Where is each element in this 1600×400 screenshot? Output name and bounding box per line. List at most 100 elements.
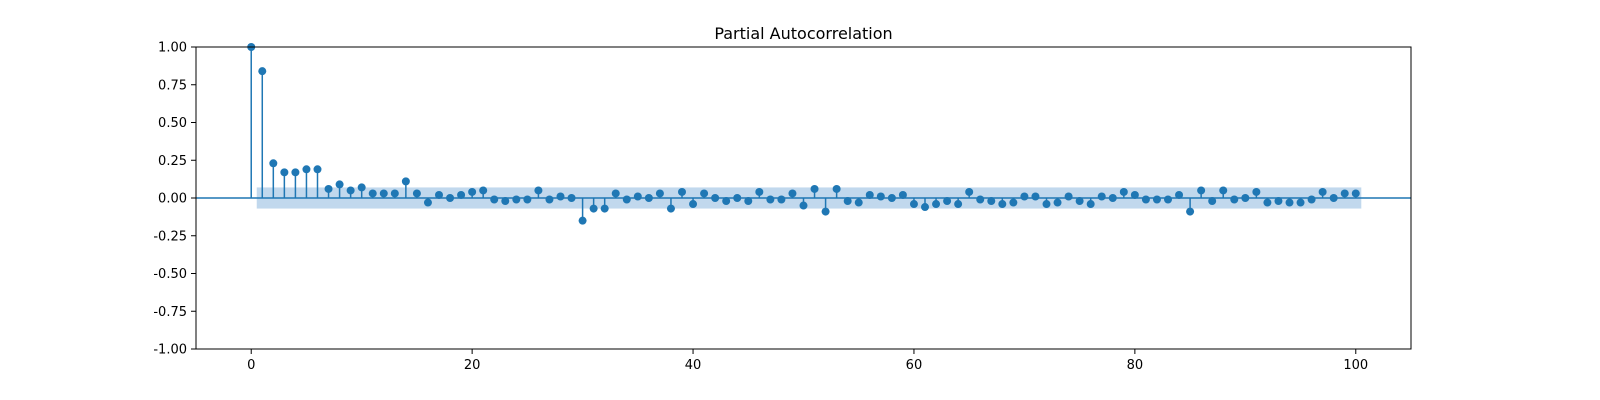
stem-marker: [1252, 187, 1261, 196]
stem-marker: [313, 165, 322, 174]
stem-marker: [843, 197, 852, 206]
chart-title: Partial Autocorrelation: [714, 24, 892, 43]
stem-marker: [711, 194, 720, 202]
stem-marker: [412, 189, 421, 198]
x-tick-label: 0: [247, 358, 255, 373]
stem-marker: [766, 195, 775, 204]
stem-marker: [1274, 197, 1283, 206]
stem-marker: [1318, 187, 1327, 196]
stem-marker: [644, 194, 653, 202]
stem-marker: [943, 197, 952, 206]
y-tick-label: 1.00: [158, 41, 187, 56]
stem-marker: [799, 201, 808, 210]
stem-marker: [269, 159, 278, 168]
stem-marker: [1230, 195, 1239, 204]
stem-marker: [821, 207, 830, 216]
stem-marker: [1053, 198, 1062, 207]
y-tick-label: -0.25: [153, 229, 187, 244]
stem-marker: [1075, 197, 1084, 206]
stem-marker: [810, 184, 819, 193]
stem-marker: [523, 195, 532, 204]
stem-marker: [589, 204, 598, 213]
stem-marker: [578, 216, 587, 225]
stem-marker: [368, 189, 377, 198]
stem-marker: [1329, 194, 1338, 202]
stem-marker: [390, 189, 399, 198]
stem-marker: [733, 194, 742, 202]
stem-marker: [335, 180, 344, 189]
stem-marker: [1097, 192, 1106, 201]
stem-marker: [1175, 190, 1184, 199]
stem-marker: [987, 197, 996, 206]
stem-marker: [435, 190, 443, 199]
stem-marker: [865, 190, 874, 199]
stem-marker: [898, 190, 907, 199]
stem-marker: [1042, 200, 1051, 209]
stem-marker: [1086, 200, 1095, 209]
stem-marker: [611, 189, 620, 198]
stem-marker: [909, 200, 918, 209]
stem-marker: [324, 184, 333, 193]
stem-marker: [1009, 198, 1018, 207]
stem-marker: [1197, 186, 1206, 195]
stem-marker: [534, 186, 543, 195]
stem-marker: [655, 189, 664, 198]
stem-marker: [666, 204, 675, 213]
axes-layer: 0 20 40 60 80 100 -1.00 -0.75 -0.50 -0.25 0.00 0.25…: [153, 41, 1412, 373]
stem-marker: [678, 187, 686, 196]
stem-marker: [1208, 197, 1217, 206]
stem-marker: [1263, 198, 1272, 207]
stem-marker: [722, 197, 731, 206]
stem-marker: [700, 189, 709, 198]
stem-marker: [556, 192, 565, 201]
stem-marker: [998, 200, 1007, 209]
stem-marker: [479, 186, 488, 195]
y-tick-label: 0.50: [158, 116, 187, 131]
stem-marker: [1285, 198, 1294, 207]
stem-marker: [1031, 192, 1040, 201]
stem-marker: [854, 198, 863, 207]
stem-marker: [777, 195, 786, 204]
stem-marker: [512, 195, 521, 204]
stem-marker: [887, 194, 896, 202]
stem-marker: [1108, 194, 1117, 202]
stem-marker: [1130, 190, 1139, 199]
stem-marker: [954, 200, 963, 209]
stem-marker: [423, 198, 432, 207]
stem-marker: [567, 194, 576, 202]
stem-marker: [976, 195, 985, 204]
y-tick-label: -1.00: [153, 343, 187, 358]
stem-marker: [744, 197, 753, 206]
stem-marker: [357, 183, 366, 192]
stem-marker: [1296, 198, 1305, 207]
stem-marker: [1340, 189, 1349, 198]
stem-marker: [622, 195, 631, 204]
stem-marker: [965, 187, 974, 196]
stem-marker: [401, 177, 410, 186]
stem-marker: [1219, 186, 1228, 195]
stem-marker: [468, 187, 477, 196]
stem-marker: [921, 203, 929, 212]
stem-marker: [291, 168, 300, 177]
stem-marker: [501, 197, 510, 206]
stem-marker: [633, 192, 642, 201]
stem-marker: [755, 187, 764, 196]
x-tick-label: 20: [464, 358, 481, 373]
y-tick-label: 0.75: [158, 78, 187, 93]
stem-marker: [258, 67, 267, 76]
y-tick-label: 0.25: [158, 154, 187, 169]
stem-marker: [545, 195, 554, 204]
stem-marker: [1141, 195, 1150, 204]
stem-marker: [1186, 207, 1195, 216]
stem-marker: [1119, 187, 1128, 196]
x-tick-label: 60: [906, 358, 923, 373]
stem-marker: [832, 184, 841, 193]
x-tick-label: 100: [1343, 358, 1368, 373]
stem-marker: [302, 165, 311, 174]
y-tick-label: 0.00: [158, 192, 187, 207]
y-tick-label: -0.50: [153, 267, 187, 282]
stem-marker: [457, 190, 466, 199]
stem-marker: [1152, 195, 1161, 204]
stem-marker: [600, 204, 609, 213]
